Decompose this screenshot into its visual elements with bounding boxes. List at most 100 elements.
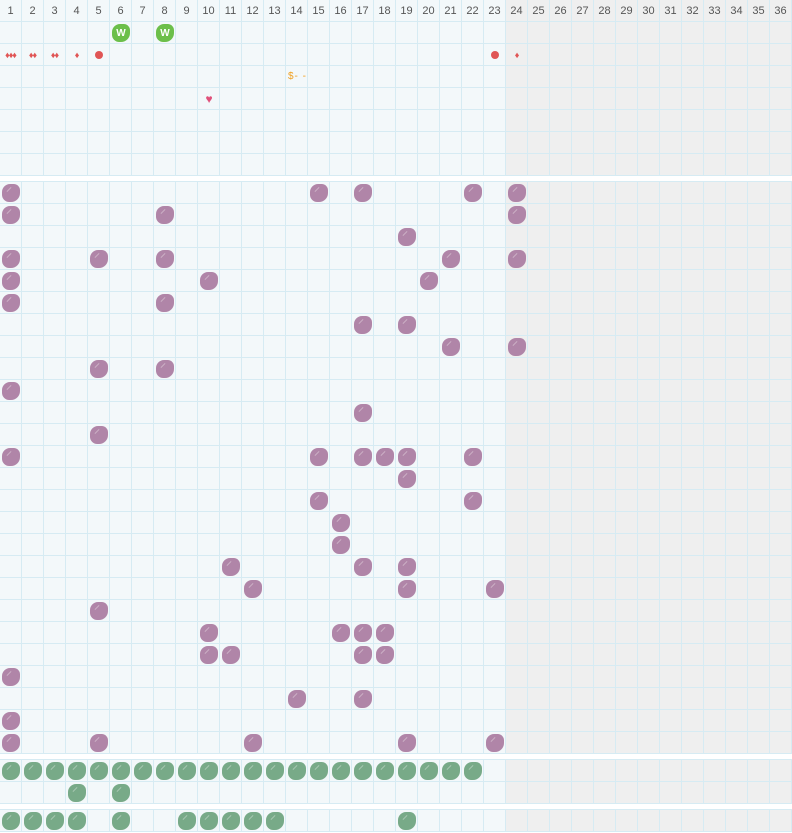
grid-cell[interactable] xyxy=(22,446,44,468)
grid-cell[interactable] xyxy=(176,512,198,534)
grid-cell[interactable] xyxy=(220,622,242,644)
grid-cell[interactable] xyxy=(44,490,66,512)
grid-cell[interactable] xyxy=(286,512,308,534)
grid-cell[interactable] xyxy=(638,468,660,490)
grid-cell[interactable] xyxy=(22,110,44,132)
grid-cell[interactable] xyxy=(220,66,242,88)
grid-cell[interactable] xyxy=(506,204,528,226)
grid-cell[interactable] xyxy=(220,782,242,804)
grid-cell[interactable] xyxy=(506,760,528,782)
grid-cell[interactable] xyxy=(528,424,550,446)
grid-cell[interactable] xyxy=(330,622,352,644)
grid-cell[interactable] xyxy=(748,556,770,578)
grid-cell[interactable]: ♦♦♦ xyxy=(0,44,22,66)
grid-cell[interactable] xyxy=(0,270,22,292)
grid-cell[interactable] xyxy=(220,358,242,380)
grid-cell[interactable] xyxy=(154,336,176,358)
grid-cell[interactable] xyxy=(264,534,286,556)
grid-cell[interactable] xyxy=(242,710,264,732)
grid-cell[interactable] xyxy=(748,248,770,270)
grid-cell[interactable] xyxy=(396,446,418,468)
grid-cell[interactable] xyxy=(440,22,462,44)
grid-cell[interactable] xyxy=(264,314,286,336)
grid-cell[interactable]: ♦ xyxy=(506,44,528,66)
grid-cell[interactable] xyxy=(88,336,110,358)
grid-cell[interactable] xyxy=(440,292,462,314)
grid-cell[interactable] xyxy=(0,644,22,666)
purple-crop-icon[interactable] xyxy=(354,184,372,202)
grid-cell[interactable] xyxy=(484,468,506,490)
grid-cell[interactable] xyxy=(440,666,462,688)
grid-cell[interactable] xyxy=(220,666,242,688)
grid-cell[interactable] xyxy=(506,644,528,666)
grid-cell[interactable] xyxy=(308,110,330,132)
grid-cell[interactable] xyxy=(110,710,132,732)
grid-cell[interactable] xyxy=(176,132,198,154)
grid-cell[interactable] xyxy=(110,380,132,402)
grid-cell[interactable] xyxy=(528,204,550,226)
grid-cell[interactable] xyxy=(462,556,484,578)
purple-crop-icon[interactable] xyxy=(310,184,328,202)
grid-cell[interactable] xyxy=(88,688,110,710)
grid-cell[interactable] xyxy=(748,600,770,622)
grid-cell[interactable] xyxy=(264,512,286,534)
grid-cell[interactable] xyxy=(440,402,462,424)
grid-cell[interactable] xyxy=(154,66,176,88)
grid-cell[interactable]: W xyxy=(110,22,132,44)
purple-crop-icon[interactable] xyxy=(486,734,504,752)
purple-crop-icon[interactable] xyxy=(2,734,20,752)
grid-cell[interactable] xyxy=(616,336,638,358)
grid-cell[interactable] xyxy=(242,688,264,710)
grid-cell[interactable] xyxy=(418,110,440,132)
grid-cell[interactable] xyxy=(704,226,726,248)
grid-cell[interactable] xyxy=(506,66,528,88)
grid-cell[interactable] xyxy=(242,204,264,226)
grid-cell[interactable] xyxy=(418,270,440,292)
grid-cell[interactable] xyxy=(132,556,154,578)
green-crop-icon[interactable] xyxy=(200,762,218,780)
grid-cell[interactable] xyxy=(594,88,616,110)
grid-cell[interactable] xyxy=(264,44,286,66)
grid-cell[interactable] xyxy=(506,688,528,710)
grid-cell[interactable] xyxy=(220,204,242,226)
grid-cell[interactable] xyxy=(704,622,726,644)
grid-cell[interactable] xyxy=(748,22,770,44)
grid-cell[interactable] xyxy=(616,358,638,380)
grid-cell[interactable] xyxy=(286,810,308,832)
grid-cell[interactable] xyxy=(110,556,132,578)
grid-cell[interactable] xyxy=(110,622,132,644)
grid-cell[interactable] xyxy=(242,732,264,754)
grid-cell[interactable] xyxy=(286,468,308,490)
grid-cell[interactable] xyxy=(616,154,638,176)
grid-cell[interactable] xyxy=(660,666,682,688)
grid-cell[interactable] xyxy=(660,490,682,512)
grid-cell[interactable] xyxy=(550,44,572,66)
grid-cell[interactable] xyxy=(220,22,242,44)
purple-crop-icon[interactable] xyxy=(398,470,416,488)
grid-cell[interactable] xyxy=(352,110,374,132)
grid-cell[interactable] xyxy=(308,424,330,446)
grid-cell[interactable] xyxy=(22,88,44,110)
grid-cell[interactable] xyxy=(440,248,462,270)
grid-cell[interactable] xyxy=(330,760,352,782)
grid-cell[interactable] xyxy=(682,512,704,534)
grid-cell[interactable] xyxy=(308,132,330,154)
grid-cell[interactable] xyxy=(682,760,704,782)
grid-cell[interactable] xyxy=(330,358,352,380)
grid-cell[interactable] xyxy=(198,154,220,176)
grid-cell[interactable] xyxy=(770,204,792,226)
grid-cell[interactable] xyxy=(44,710,66,732)
grid-cell[interactable] xyxy=(462,22,484,44)
grid-cell[interactable] xyxy=(176,644,198,666)
grid-cell[interactable] xyxy=(286,22,308,44)
grid-cell[interactable] xyxy=(66,760,88,782)
grid-cell[interactable] xyxy=(44,66,66,88)
grid-cell[interactable] xyxy=(572,578,594,600)
grid-cell[interactable] xyxy=(550,336,572,358)
grid-cell[interactable] xyxy=(352,380,374,402)
grid-cell[interactable] xyxy=(550,154,572,176)
grid-cell[interactable] xyxy=(176,248,198,270)
grid-cell[interactable] xyxy=(154,622,176,644)
grid-cell[interactable] xyxy=(660,600,682,622)
grid-cell[interactable] xyxy=(770,358,792,380)
